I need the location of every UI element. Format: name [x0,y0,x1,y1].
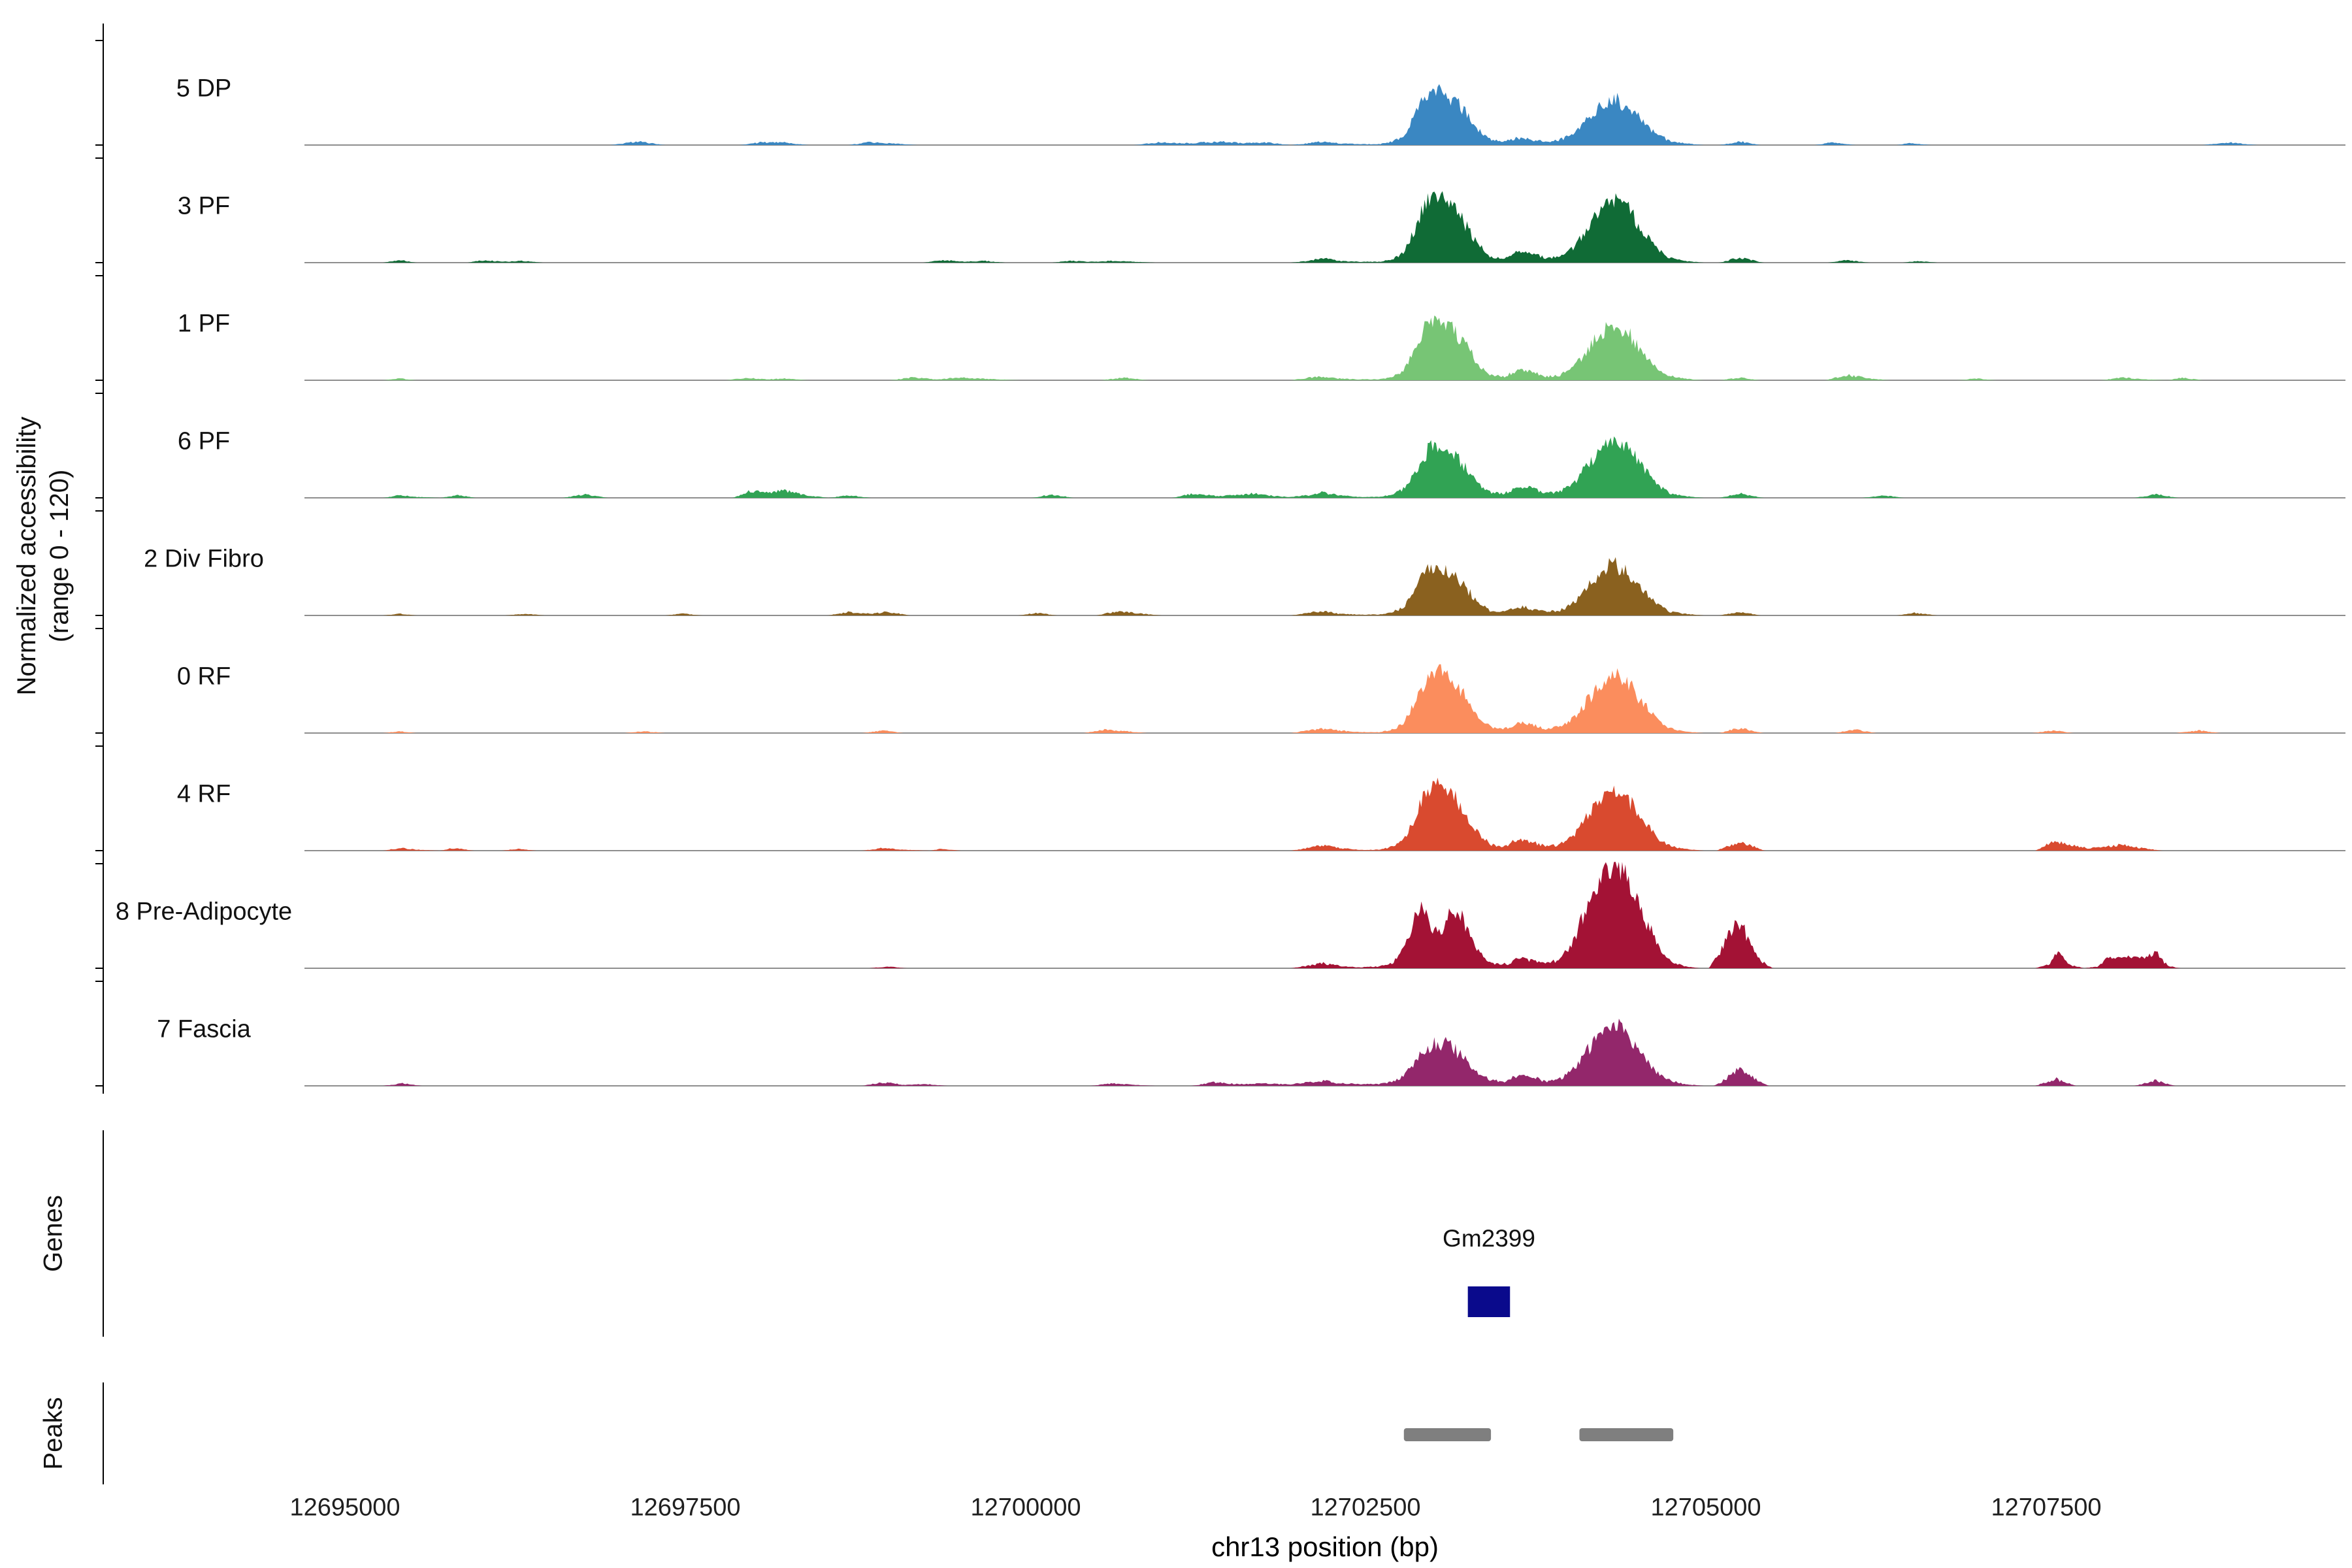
peaks-panel-label: Peaks [39,1397,68,1470]
signal-area-5-dp [304,84,2345,145]
track-label-7-fascia: 7 Fascia [157,1015,251,1043]
track-label-6-pf: 6 PF [177,427,231,455]
signal-area-2-div-fibro [304,557,2345,615]
y-axis-title: Normalized accessibility (range 0 - 120) [10,417,76,696]
gene-body [1467,1286,1511,1317]
track-label-0-rf: 0 RF [176,662,231,691]
signal-area-4-rf [304,777,2345,851]
signal-area-0-rf [304,664,2345,733]
track-label-8-pre-adipocyte: 8 Pre-Adipocyte [115,898,293,926]
track-label-3-pf: 3 PF [177,192,231,220]
x-tick-label: 12702500 [1310,1494,1421,1522]
peak-bar [1579,1428,1674,1441]
track-label-2-div-fibro: 2 Div Fibro [144,545,264,573]
track-label-4-rf: 4 RF [176,780,231,808]
x-tick-label: 12700000 [970,1494,1081,1522]
signal-area-3-pf [304,191,2345,263]
signal-area-6-pf [304,436,2345,498]
gene-name-label: Gm2399 [1443,1225,1535,1252]
signal-area-1-pf [304,315,2345,380]
signal-area-7-fascia [304,1019,2345,1086]
genes-panel-label: Genes [39,1195,68,1272]
x-tick-label: 12705000 [1650,1494,1761,1522]
x-axis-title: chr13 position (bp) [1211,1531,1439,1562]
x-tick-label: 12695000 [289,1494,400,1522]
x-tick-label: 12707500 [1991,1494,2102,1522]
signal-area-8-pre-adipocyte [304,862,2345,968]
x-tick-label: 12697500 [630,1494,741,1522]
peak-bar [1403,1428,1492,1441]
track-label-5-dp: 5 DP [176,74,232,103]
y-axis-title-line1: Normalized accessibility [12,416,41,696]
y-axis-title-line2: (range 0 - 120) [45,469,74,643]
track-label-1-pf: 1 PF [177,310,231,338]
